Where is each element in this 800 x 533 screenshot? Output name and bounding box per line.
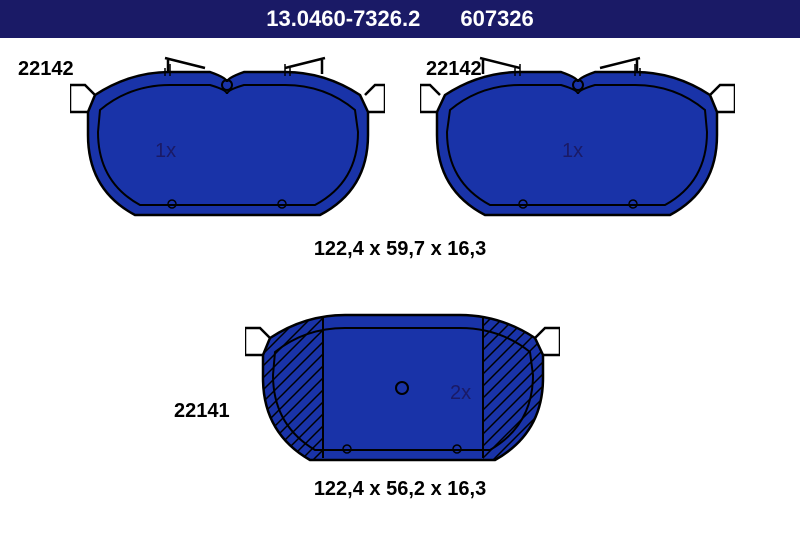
dimensions-top: 122,4 x 59,7 x 16,3 [300, 238, 500, 261]
qty-label-top-left: 1x [155, 140, 176, 163]
brake-pad-bottom [245, 300, 560, 470]
ref-label-bottom: 22141 [174, 400, 230, 423]
title-bar: 13.0460-7326.2 607326 [0, 0, 800, 38]
ref-label-top-left: 22142 [18, 58, 74, 81]
part-number: 13.0460-7326.2 [266, 6, 420, 32]
secondary-number: 607326 [460, 6, 533, 32]
brake-pad-top-left [70, 50, 385, 225]
ref-label-top-right: 22142 [426, 58, 482, 81]
technical-diagram: 13.0460-7326.2 607326 22142 1x [0, 0, 800, 533]
qty-label-bottom: 2x [450, 382, 471, 405]
dimensions-bottom: 122,4 x 56,2 x 16,3 [300, 478, 500, 501]
qty-label-top-right: 1x [562, 140, 583, 163]
